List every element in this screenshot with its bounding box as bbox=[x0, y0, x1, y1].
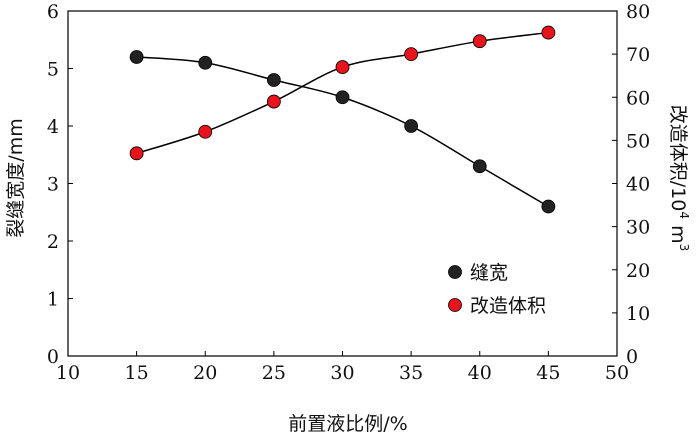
right-y-axis-ticks: 0 10 20 30 40 50 60 70 80 bbox=[612, 1, 650, 368]
right-y-tick-label: 10 bbox=[626, 303, 650, 325]
left-y-tick-label: 2 bbox=[47, 231, 59, 253]
right-y-tick-label: 30 bbox=[626, 217, 650, 239]
x-tick-label: 40 bbox=[468, 362, 492, 384]
right-y-tick-label: 50 bbox=[626, 130, 650, 152]
left-y-tick-label: 5 bbox=[47, 59, 59, 81]
left-y-tick-label: 4 bbox=[47, 116, 59, 138]
x-tick-label: 10 bbox=[56, 362, 80, 384]
data-point bbox=[541, 25, 556, 40]
right-y-axis-title: 改造体积/104 m3 bbox=[667, 105, 691, 251]
series-stimulated-volume bbox=[129, 25, 556, 161]
legend-label-width: 缝宽 bbox=[470, 262, 508, 284]
right-y-tick-label: 40 bbox=[626, 174, 650, 196]
left-y-axis-ticks: 0 1 2 3 4 5 6 bbox=[47, 1, 73, 368]
data-point bbox=[404, 47, 419, 62]
right-y-tick-label: 80 bbox=[626, 1, 650, 23]
data-point bbox=[541, 199, 556, 214]
data-point bbox=[198, 55, 213, 70]
right-y-tick-label: 0 bbox=[626, 346, 638, 368]
right-y-axis-title-exp: 4 bbox=[677, 211, 691, 219]
series-layer bbox=[129, 25, 556, 214]
right-y-axis-title-unit-exp: 3 bbox=[677, 244, 691, 252]
right-y-axis-title-unit: m bbox=[667, 225, 689, 244]
right-y-tick-label: 20 bbox=[626, 260, 650, 282]
x-axis-ticks: 10 15 20 25 30 35 40 45 50 bbox=[56, 351, 629, 384]
x-tick-label: 30 bbox=[330, 362, 354, 384]
series-crack-width bbox=[129, 50, 556, 214]
x-tick-label: 25 bbox=[262, 362, 286, 384]
data-point bbox=[129, 50, 144, 64]
data-point bbox=[198, 124, 213, 139]
data-point bbox=[472, 159, 487, 174]
x-tick-label: 45 bbox=[536, 362, 560, 384]
x-tick-label: 50 bbox=[605, 362, 629, 384]
legend-label-volume: 改造体积 bbox=[470, 295, 546, 317]
left-y-tick-label: 1 bbox=[47, 289, 59, 311]
right-y-axis-title-main: 改造体积/10 bbox=[667, 105, 689, 212]
data-point bbox=[472, 34, 487, 49]
left-y-tick-label: 0 bbox=[47, 346, 59, 368]
data-point bbox=[129, 146, 144, 161]
data-point bbox=[335, 90, 350, 105]
data-point bbox=[266, 94, 281, 109]
x-tick-label: 20 bbox=[193, 362, 217, 384]
legend-marker-width bbox=[448, 265, 462, 279]
data-point bbox=[335, 60, 350, 74]
right-y-tick-label: 60 bbox=[626, 87, 650, 109]
legend-marker-volume bbox=[448, 298, 462, 312]
data-point bbox=[404, 119, 419, 133]
legend: 缝宽 改造体积 bbox=[448, 262, 546, 317]
x-tick-label: 15 bbox=[125, 362, 149, 384]
left-y-tick-label: 3 bbox=[47, 174, 59, 196]
right-y-tick-label: 70 bbox=[626, 44, 650, 66]
x-tick-label: 35 bbox=[399, 362, 423, 384]
x-axis-title: 前置液比例/% bbox=[288, 413, 407, 435]
left-y-tick-label: 6 bbox=[47, 1, 59, 23]
data-point bbox=[266, 73, 281, 87]
left-y-axis-title: 裂缝宽度/mm bbox=[5, 118, 27, 237]
